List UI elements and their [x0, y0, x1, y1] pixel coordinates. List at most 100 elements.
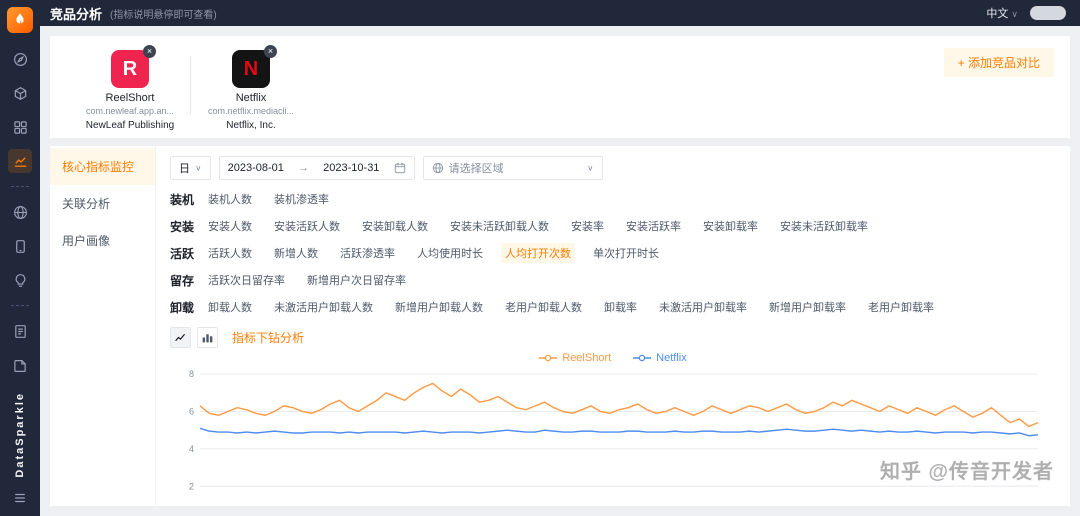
- metric-option[interactable]: 安装卸载率: [703, 221, 758, 233]
- nav-category-icon[interactable]: [8, 115, 32, 139]
- netflix-app-icon: N: [232, 50, 270, 88]
- nav-competitor-analysis-icon[interactable]: [8, 149, 32, 173]
- metric-option[interactable]: 人均使用时长: [417, 248, 483, 260]
- menu-collapse-icon[interactable]: [8, 486, 32, 510]
- rail-nav: [8, 47, 32, 377]
- topbar-right: 中文: [986, 5, 1066, 21]
- metric-option[interactable]: 卸载人数: [208, 302, 252, 314]
- workspace: 日 2023-08-01 → 2023-10-31 请选择区域: [156, 146, 1070, 506]
- page-title: 竞品分析: [50, 6, 103, 22]
- metric-option[interactable]: 安装率: [571, 221, 604, 233]
- metric-row-preinstall: 装机 装机人数 装机渗透率: [170, 189, 1056, 209]
- analysis-panel: 核心指标监控 关联分析 用户画像 日 2023-08-01 → 2023-10-…: [50, 146, 1070, 506]
- page-hint: (指标说明悬停即可查看): [110, 9, 217, 21]
- submenu: 核心指标监控 关联分析 用户画像: [50, 146, 156, 506]
- metric-category-label: 留存: [170, 273, 195, 288]
- metric-option[interactable]: 卸载率: [604, 302, 637, 314]
- metric-option[interactable]: 新增用户卸载人数: [395, 302, 483, 314]
- main-area: 竞品分析 (指标说明悬停即可查看) 中文 R ReelShort com.new…: [40, 0, 1080, 516]
- chevron-down-icon: [587, 163, 594, 172]
- chart-toolbar: 指标下钻分析: [170, 327, 1056, 348]
- metric-option[interactable]: 活跃渗透率: [340, 248, 395, 260]
- rail-divider: [11, 186, 29, 187]
- metric-option[interactable]: 安装活跃人数: [274, 221, 340, 233]
- app-card-netflix[interactable]: N Netflix com.netflix.mediacli... Netfli…: [199, 45, 303, 131]
- remove-app-button[interactable]: [264, 45, 277, 58]
- nav-docs-icon[interactable]: [8, 353, 32, 377]
- submenu-item-core-metrics[interactable]: 核心指标监控: [50, 148, 155, 185]
- metric-option[interactable]: 安装人数: [208, 221, 252, 233]
- chevron-down-icon: [195, 163, 202, 172]
- app-publisher: Netflix, Inc.: [226, 120, 276, 131]
- topbar: 竞品分析 (指标说明悬停即可查看) 中文: [40, 0, 1080, 26]
- globe-icon: [432, 162, 443, 174]
- submenu-item-correlation[interactable]: 关联分析: [62, 197, 111, 211]
- app-package: com.newleaf.app.an...: [85, 106, 175, 116]
- legend-marker-icon: [633, 354, 652, 362]
- date-end: 2023-10-31: [323, 162, 380, 174]
- brand-name: DataSparkle: [14, 392, 26, 478]
- legend-marker-icon: [539, 354, 558, 362]
- date-range-arrow: →: [298, 162, 310, 174]
- drill-down-link[interactable]: 指标下钻分析: [232, 331, 305, 345]
- add-competitor-button[interactable]: + 添加竞品对比: [943, 48, 1054, 77]
- metric-option[interactable]: 新增用户次日留存率: [307, 275, 406, 287]
- metric-option[interactable]: 未激活用户卸载率: [659, 302, 747, 314]
- app-rail: DataSparkle: [0, 0, 40, 516]
- svg-text:8: 8: [189, 369, 194, 379]
- metric-row-active: 活跃 活跃人数 新增人数 活跃渗透率 人均使用时长 人均打开次数 单次打开时长: [170, 243, 1056, 263]
- nav-report-icon[interactable]: [8, 319, 32, 343]
- metric-option[interactable]: 安装未活跃卸载率: [780, 221, 868, 233]
- app-package: com.netflix.mediacli...: [207, 106, 295, 116]
- app-card-reelshort[interactable]: R ReelShort com.newleaf.app.an... NewLea…: [78, 45, 182, 131]
- compared-apps-panel: R ReelShort com.newleaf.app.an... NewLea…: [50, 36, 1070, 138]
- region-placeholder: 请选择区域: [448, 163, 504, 175]
- metric-category-label: 卸载: [170, 300, 195, 315]
- nav-insight-icon[interactable]: [8, 268, 32, 292]
- app-publisher: NewLeaf Publishing: [85, 120, 175, 131]
- user-avatar-pill[interactable]: [1030, 6, 1066, 20]
- metric-option[interactable]: 装机渗透率: [274, 194, 329, 206]
- metric-row-uninstall: 卸载 卸载人数 未激活用户卸载人数 新增用户卸载人数 老用户卸载人数 卸载率 未…: [170, 297, 1056, 317]
- date-range-picker[interactable]: 2023-08-01 → 2023-10-31: [218, 156, 415, 180]
- metric-category-label: 活跃: [170, 246, 195, 261]
- svg-text:2: 2: [189, 481, 194, 491]
- language-switcher[interactable]: 中文: [986, 5, 1018, 21]
- date-start: 2023-08-01: [227, 162, 284, 174]
- chevron-down-icon: [1011, 9, 1018, 19]
- nav-device-icon[interactable]: [8, 234, 32, 258]
- metric-option[interactable]: 新增人数: [274, 248, 318, 260]
- metric-option[interactable]: 老用户卸载人数: [505, 302, 582, 314]
- rail-divider: [11, 305, 29, 306]
- legend-item-netflix[interactable]: Netflix: [633, 352, 687, 364]
- nav-overview-icon[interactable]: [8, 47, 32, 71]
- metric-option[interactable]: 活跃人数: [208, 248, 252, 260]
- nav-apps-icon[interactable]: [8, 81, 32, 105]
- metric-option[interactable]: 单次打开时长: [593, 248, 659, 260]
- metric-option[interactable]: 安装未活跃卸载人数: [450, 221, 549, 233]
- metric-option[interactable]: 新增用户卸载率: [769, 302, 846, 314]
- metric-category-label: 安装: [170, 219, 195, 234]
- remove-app-button[interactable]: [143, 45, 156, 58]
- metric-option-selected[interactable]: 人均打开次数: [501, 243, 575, 263]
- submenu-item-user-profile[interactable]: 用户画像: [62, 234, 111, 248]
- legend-item-reelshort[interactable]: ReelShort: [539, 352, 611, 364]
- line-chart-icon[interactable]: [170, 327, 191, 348]
- metric-option[interactable]: 老用户卸载率: [868, 302, 934, 314]
- filter-row: 日 2023-08-01 → 2023-10-31 请选择区域: [170, 156, 1056, 180]
- metric-option[interactable]: 安装卸载人数: [362, 221, 428, 233]
- app-logo[interactable]: [7, 7, 33, 33]
- nav-global-icon[interactable]: [8, 200, 32, 224]
- metric-option[interactable]: 活跃次日留存率: [208, 275, 285, 287]
- region-select[interactable]: 请选择区域: [422, 156, 603, 180]
- granularity-select[interactable]: 日: [170, 156, 211, 180]
- svg-text:6: 6: [189, 406, 194, 416]
- app-name: ReelShort: [105, 92, 155, 104]
- calendar-icon: [394, 162, 405, 174]
- trend-line-chart: 024682023-08-012023-08-072023-08-132023-…: [189, 369, 1039, 491]
- metric-option[interactable]: 未激活用户卸载人数: [274, 302, 373, 314]
- metric-option[interactable]: 装机人数: [208, 194, 252, 206]
- metric-option[interactable]: 安装活跃率: [626, 221, 681, 233]
- bar-chart-icon[interactable]: [197, 327, 218, 348]
